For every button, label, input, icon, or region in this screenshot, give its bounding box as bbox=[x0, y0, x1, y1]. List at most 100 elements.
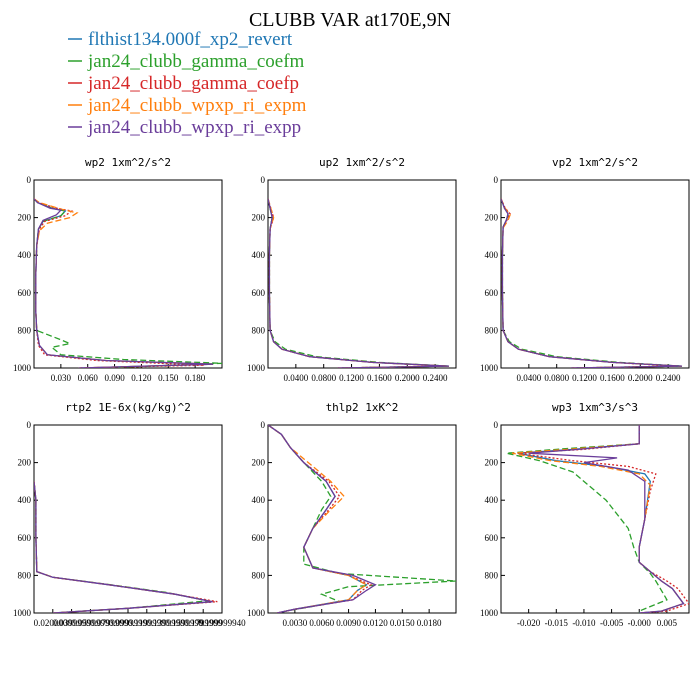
x-tick-label: 0.0799999 bbox=[90, 618, 129, 628]
series-line bbox=[268, 198, 450, 368]
legend-entry: jan24_clubb_gamma_coefp bbox=[87, 73, 299, 94]
x-tick-label: 0.030 bbox=[51, 373, 72, 383]
x-tick-label: 0.0030 bbox=[282, 618, 307, 628]
series-line bbox=[501, 198, 683, 368]
y-tick-label: 200 bbox=[485, 458, 499, 468]
series-line bbox=[268, 425, 373, 613]
y-tick-label: 0 bbox=[494, 420, 499, 430]
x-tick-label: 0.2400 bbox=[656, 373, 681, 383]
x-tick-label: -0.010 bbox=[572, 618, 596, 628]
series-line bbox=[34, 481, 218, 613]
x-tick-label: 0.2400 bbox=[423, 373, 448, 383]
series-line bbox=[501, 198, 683, 368]
panel-title: wp2 1xm^2/s^2 bbox=[85, 156, 171, 169]
x-tick-label: 0.090 bbox=[104, 373, 125, 383]
y-tick-label: 200 bbox=[485, 213, 499, 223]
plot-frame bbox=[267, 424, 457, 614]
series-line bbox=[34, 481, 213, 613]
x-tick-label: 0.1200 bbox=[572, 373, 597, 383]
x-tick-label: 0.1399999 bbox=[146, 618, 185, 628]
y-tick-label: 400 bbox=[252, 250, 266, 260]
legend-entry: flthist134.000f_xp2_revert bbox=[88, 29, 293, 50]
y-tick-label: 800 bbox=[485, 325, 499, 335]
series-line bbox=[501, 198, 683, 368]
series-line bbox=[501, 198, 683, 368]
series-line bbox=[34, 198, 214, 368]
y-tick-label: 800 bbox=[18, 325, 32, 335]
x-tick-label: 0.150 bbox=[158, 373, 179, 383]
y-tick-label: 400 bbox=[485, 495, 499, 505]
x-tick-label: 0.0400 bbox=[283, 373, 308, 383]
x-tick-label: 0.060 bbox=[78, 373, 99, 383]
plot-frame bbox=[33, 179, 223, 369]
y-tick-label: 1000 bbox=[13, 608, 32, 618]
panels: wp2 1xm^2/s^2 0 200 400 600 800 1000 0.030 0.060… bbox=[13, 156, 690, 628]
panel-4: thlp2 1xK^2 0 200 400 600 800 1000 0.0030 0.0060… bbox=[247, 401, 457, 628]
series-line bbox=[34, 481, 213, 613]
series-line bbox=[501, 198, 676, 368]
x-tick-label: 0.0800 bbox=[311, 373, 336, 383]
y-tick-label: 400 bbox=[485, 250, 499, 260]
series-line bbox=[34, 198, 205, 368]
y-tick-label: 0 bbox=[27, 420, 32, 430]
x-tick-label: 0.1600 bbox=[367, 373, 392, 383]
legend-entry: jan24_clubb_wpxp_ri_expm bbox=[87, 95, 307, 116]
x-tick-label: 0.0180 bbox=[417, 618, 442, 628]
y-tick-label: 600 bbox=[252, 533, 266, 543]
y-tick-label: 1000 bbox=[247, 608, 266, 618]
x-tick-label: 0.0800 bbox=[544, 373, 569, 383]
x-tick-label: 0.2000 bbox=[395, 373, 420, 383]
panel-0: wp2 1xm^2/s^2 0 200 400 600 800 1000 0.030 0.060… bbox=[13, 156, 223, 383]
panel-title: thlp2 1xK^2 bbox=[326, 401, 399, 414]
x-tick-label: 0.0150 bbox=[390, 618, 415, 628]
y-tick-label: 200 bbox=[252, 213, 266, 223]
series-line bbox=[268, 198, 450, 368]
x-tick-label: 0.0599999 bbox=[71, 618, 110, 628]
y-tick-label: 0 bbox=[27, 175, 32, 185]
x-tick-label: -0.000 bbox=[628, 618, 652, 628]
series-line bbox=[268, 198, 450, 368]
x-tick-label: 0.0200000 bbox=[34, 618, 73, 628]
series-line bbox=[34, 198, 214, 368]
series-line bbox=[517, 425, 689, 613]
x-tick-label: 0.0090 bbox=[336, 618, 361, 628]
plot-frame bbox=[500, 424, 690, 614]
panel-title: rtp2 1E-6x(kg/kg)^2 bbox=[65, 401, 191, 414]
y-tick-label: 400 bbox=[18, 250, 32, 260]
y-tick-label: 800 bbox=[485, 570, 499, 580]
x-tick-label: 0.0399999 bbox=[52, 618, 91, 628]
y-tick-label: 0 bbox=[494, 175, 499, 185]
y-tick-label: 600 bbox=[18, 288, 32, 298]
x-tick-label: 0.1199999 bbox=[128, 618, 166, 628]
y-tick-label: 0 bbox=[261, 175, 266, 185]
figure-title: CLUBB VAR at170E,9N bbox=[249, 9, 451, 31]
y-tick-label: 600 bbox=[252, 288, 266, 298]
x-tick-label: 0.120 bbox=[131, 373, 152, 383]
y-tick-label: 200 bbox=[252, 458, 266, 468]
legend-entry: jan24_clubb_gamma_coefm bbox=[87, 51, 305, 72]
y-tick-label: 400 bbox=[252, 495, 266, 505]
x-tick-label: 0.1200 bbox=[339, 373, 364, 383]
y-tick-label: 1000 bbox=[480, 363, 499, 373]
plot-frame bbox=[267, 179, 457, 369]
y-tick-label: 1000 bbox=[480, 608, 499, 618]
y-tick-label: 1000 bbox=[13, 363, 32, 373]
series-line bbox=[34, 198, 214, 368]
x-tick-label: 0.180 bbox=[185, 373, 206, 383]
y-tick-label: 600 bbox=[18, 533, 32, 543]
x-tick-label: -0.005 bbox=[600, 618, 624, 628]
series-line bbox=[34, 198, 222, 368]
panel-1: up2 1xm^2/s^2 0 200 400 600 800 1000 0.0400 0.08… bbox=[247, 156, 457, 383]
x-tick-label: 0.199999940 bbox=[198, 618, 246, 628]
x-tick-label: 0.0060 bbox=[309, 618, 334, 628]
plot-frame bbox=[500, 179, 690, 369]
y-tick-label: 1000 bbox=[247, 363, 266, 373]
panel-title: up2 1xm^2/s^2 bbox=[319, 156, 405, 169]
panel-title: vp2 1xm^2/s^2 bbox=[552, 156, 638, 169]
y-tick-label: 800 bbox=[252, 325, 266, 335]
x-tick-label: 0.0120 bbox=[363, 618, 388, 628]
x-tick-label: 0.005 bbox=[657, 618, 678, 628]
y-tick-label: 200 bbox=[18, 213, 32, 223]
series-line bbox=[268, 425, 377, 613]
